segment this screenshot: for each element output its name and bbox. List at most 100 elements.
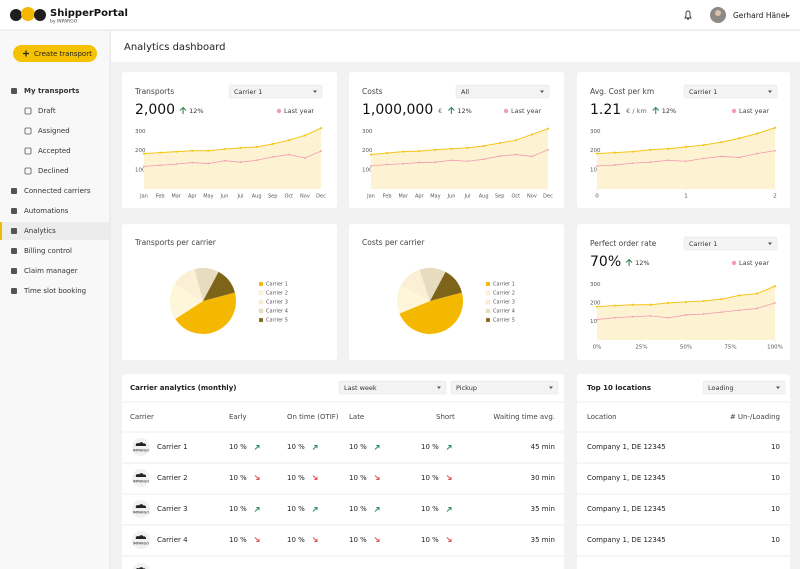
- carrier-logo: [132, 438, 150, 456]
- nav-icon: [11, 88, 17, 94]
- x-tick-label: Apr: [188, 194, 198, 200]
- point: [649, 148, 652, 151]
- create-transport-button[interactable]: [13, 45, 97, 62]
- nav-icon: [11, 228, 17, 234]
- point: [774, 149, 776, 152]
- header: [0, 0, 800, 30]
- x-tick-label: Dec: [316, 194, 326, 200]
- cloud-icon: [135, 473, 147, 477]
- column-header: Location: [587, 413, 617, 421]
- x-tick-label: May: [430, 194, 440, 200]
- point: [287, 139, 290, 142]
- legend-swatch: [485, 281, 491, 287]
- point: [175, 150, 178, 153]
- line: [143, 127, 322, 155]
- dropdown-value[interactable]: All: [461, 88, 469, 96]
- y-tick-label: 100: [590, 319, 601, 325]
- nav-sub-item[interactable]: Draft: [38, 107, 56, 115]
- legend-swatch: [258, 299, 264, 305]
- point: [547, 148, 549, 151]
- dropdown[interactable]: [450, 380, 559, 395]
- dropdown-value[interactable]: Carrier 1: [689, 240, 717, 248]
- button-label[interactable]: Create transport: [34, 50, 92, 58]
- nav-item[interactable]: Claim manager: [24, 267, 78, 275]
- x-tick-label: 50%: [680, 345, 692, 351]
- dropdown[interactable]: [228, 84, 323, 99]
- point: [450, 147, 453, 150]
- nav-item[interactable]: Connected carriers: [24, 187, 91, 195]
- point: [207, 162, 210, 165]
- dropdown-value[interactable]: Pickup: [456, 384, 477, 392]
- nav-item[interactable]: Automations: [24, 207, 69, 215]
- point: [685, 314, 687, 316]
- legend-label: Carrier 5: [266, 318, 288, 324]
- nav-icon: [11, 288, 17, 294]
- nav-sub-item[interactable]: Declined: [38, 167, 69, 175]
- point: [304, 157, 306, 159]
- kpi-unit: € / km: [626, 107, 647, 115]
- sidebar: [0, 30, 110, 569]
- point: [466, 146, 469, 149]
- dropdown-value[interactable]: Last week: [344, 384, 377, 392]
- x-tick-label: 1: [684, 194, 688, 200]
- area: [371, 128, 548, 189]
- point: [631, 150, 634, 153]
- y-tick-label: 200: [590, 148, 601, 154]
- user-name[interactable]: Gerhard Hänel: [733, 11, 788, 20]
- x-tick-label: Jul: [237, 194, 244, 200]
- nav-sub-item[interactable]: Accepted: [38, 147, 71, 155]
- dropdown-value[interactable]: Loading: [708, 384, 734, 392]
- x-tick-label: Nov: [300, 194, 310, 200]
- count: 10: [771, 505, 780, 513]
- legend-label: Carrier 1: [266, 282, 288, 288]
- y-tick-label: 100: [135, 167, 146, 173]
- nav-icon: [11, 248, 17, 254]
- dropdown-value[interactable]: Carrier 1: [689, 88, 717, 96]
- dropdown-value[interactable]: Carrier 1: [234, 88, 262, 96]
- column-header: # Un-/Loading: [730, 413, 780, 421]
- table-title: Top 10 locations: [587, 384, 651, 392]
- legend-label: Carrier 3: [493, 300, 515, 306]
- chevron-icon: [549, 386, 553, 389]
- cell: 10 %: [229, 474, 247, 482]
- point: [143, 165, 145, 168]
- carrier-name: Carrier 2: [157, 474, 188, 482]
- point: [631, 303, 634, 306]
- nav-item[interactable]: My transports: [24, 87, 79, 95]
- pie-slice: [430, 271, 462, 301]
- cell: 10 %: [287, 505, 305, 513]
- nav-item[interactable]: Billing control: [24, 247, 72, 255]
- wait-time: 45 min: [531, 443, 555, 451]
- dropdown[interactable]: [455, 84, 550, 99]
- bell-icon[interactable]: [684, 10, 692, 20]
- point: [418, 161, 421, 164]
- point: [466, 160, 469, 163]
- cell: 10 %: [349, 505, 367, 513]
- nav-item[interactable]: Time slot booking: [23, 287, 86, 295]
- x-tick-label: Feb: [383, 194, 392, 200]
- legend-label: Carrier 5: [493, 318, 515, 324]
- dropdown[interactable]: [683, 84, 778, 99]
- nav-sub-icon: [24, 107, 32, 115]
- trend-up-icon: [374, 507, 380, 512]
- point: [738, 156, 741, 159]
- nav-sub-item[interactable]: Assigned: [38, 127, 70, 135]
- dropdown[interactable]: [683, 236, 778, 251]
- cloud-icon: [135, 504, 147, 508]
- legend-swatch: [485, 317, 491, 323]
- dropdown[interactable]: [338, 380, 447, 395]
- y-tick-label: 200: [362, 148, 373, 154]
- x-tick-label: Jun: [447, 194, 456, 200]
- x-tick-label: 2: [773, 194, 777, 200]
- count: 10: [771, 474, 780, 482]
- point: [720, 141, 723, 144]
- pie-slice: [399, 292, 464, 335]
- dropdown[interactable]: [702, 380, 786, 395]
- point: [514, 139, 517, 142]
- point: [756, 132, 759, 135]
- y-tick-label: 200: [135, 148, 146, 154]
- card-title: Costs per carrier: [362, 238, 425, 247]
- point: [756, 152, 759, 155]
- cell: 10 %: [421, 536, 439, 544]
- nav-item[interactable]: Analytics: [24, 227, 56, 235]
